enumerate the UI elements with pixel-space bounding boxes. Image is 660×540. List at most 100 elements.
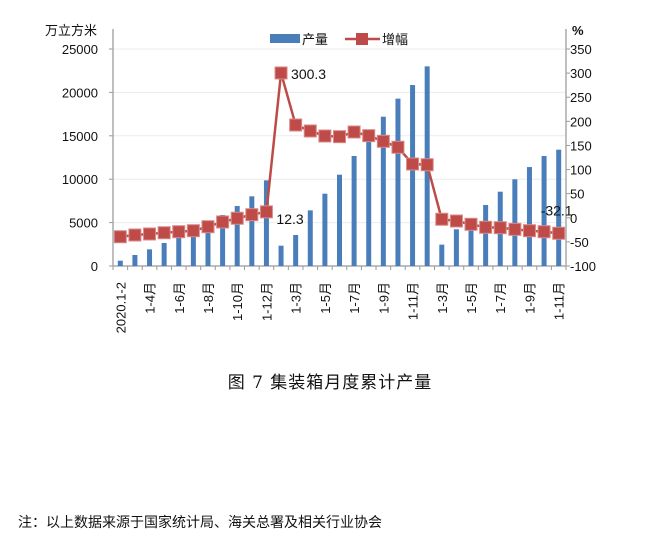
legend-label: 增幅 bbox=[382, 32, 408, 47]
bar bbox=[380, 116, 386, 266]
legend-swatch-marker bbox=[356, 33, 368, 45]
bar bbox=[132, 254, 138, 266]
source-note: 注：以上数据来源于国家统计局、海关总署及相关行业协会 bbox=[18, 515, 382, 531]
bar bbox=[556, 149, 562, 266]
growth-marker bbox=[274, 66, 288, 80]
x-tick-label: 1-3月 bbox=[435, 282, 450, 314]
bar bbox=[512, 179, 518, 266]
x-tick-label: 1-11月 bbox=[406, 282, 421, 320]
legend-swatch-bar bbox=[270, 34, 300, 43]
bar bbox=[147, 249, 153, 266]
left-tick-label: 15000 bbox=[62, 129, 98, 144]
x-tick-label: 2020.1-2 bbox=[113, 282, 128, 333]
bar bbox=[190, 231, 196, 266]
data-label: -32.1 bbox=[541, 202, 573, 218]
growth-marker bbox=[318, 129, 332, 143]
right-axis-unit: % bbox=[572, 23, 584, 38]
right-tick-label: 100 bbox=[570, 163, 592, 178]
x-tick-label: 1-7月 bbox=[347, 282, 362, 314]
figure-caption: 图 7 集装箱月度累计产量 bbox=[227, 373, 433, 393]
bar bbox=[526, 167, 532, 266]
bar bbox=[410, 85, 416, 266]
bar bbox=[483, 204, 489, 266]
growth-marker bbox=[522, 224, 536, 238]
growth-marker bbox=[259, 205, 273, 219]
growth-marker bbox=[347, 125, 361, 139]
bar bbox=[220, 214, 226, 266]
x-tick-label: 1-5月 bbox=[318, 282, 333, 314]
left-tick-label: 0 bbox=[91, 259, 98, 274]
growth-marker bbox=[230, 211, 244, 225]
bar bbox=[161, 242, 167, 266]
data-label: 12.3 bbox=[276, 211, 303, 227]
growth-marker bbox=[479, 220, 493, 234]
bar bbox=[307, 210, 313, 266]
bar bbox=[322, 193, 328, 266]
growth-marker bbox=[464, 217, 478, 231]
x-tick-label: 1-11月 bbox=[552, 282, 567, 320]
bar bbox=[263, 180, 269, 266]
growth-marker bbox=[493, 221, 507, 235]
growth-marker bbox=[449, 214, 463, 228]
x-tick-label: 1-10月 bbox=[230, 282, 245, 321]
right-tick-label: 200 bbox=[570, 114, 592, 129]
x-tick-label: 1-7月 bbox=[493, 282, 508, 314]
right-tick-label: -100 bbox=[570, 259, 596, 274]
left-axis-unit: 万立方米 bbox=[45, 23, 97, 38]
bar bbox=[293, 235, 299, 266]
bar bbox=[249, 196, 255, 266]
x-tick-label: 1-5月 bbox=[464, 282, 479, 314]
bar bbox=[468, 218, 474, 266]
growth-marker bbox=[172, 225, 186, 239]
x-tick-label: 1-4月 bbox=[143, 282, 158, 314]
growth-marker bbox=[406, 157, 420, 171]
x-tick-label: 1-3月 bbox=[289, 282, 304, 314]
growth-marker bbox=[157, 226, 171, 240]
growth-marker bbox=[537, 225, 551, 239]
growth-marker bbox=[113, 230, 127, 244]
x-tick-label: 1-9月 bbox=[376, 282, 391, 314]
growth-marker bbox=[128, 228, 142, 242]
right-tick-label: -50 bbox=[570, 235, 589, 250]
right-tick-label: 350 bbox=[570, 42, 592, 57]
left-tick-label: 20000 bbox=[62, 85, 98, 100]
x-tick-label: 1-6月 bbox=[172, 282, 187, 314]
growth-marker bbox=[508, 222, 522, 236]
growth-marker bbox=[289, 118, 303, 132]
bar bbox=[395, 98, 401, 266]
bar bbox=[337, 174, 342, 266]
bar bbox=[366, 138, 372, 266]
growth-marker bbox=[391, 140, 405, 154]
growth-marker bbox=[420, 158, 434, 172]
right-tick-label: 300 bbox=[570, 66, 592, 81]
growth-marker bbox=[303, 124, 317, 138]
bar bbox=[205, 229, 211, 266]
x-tick-label: 1-12月 bbox=[259, 282, 274, 321]
left-tick-label: 10000 bbox=[62, 172, 98, 187]
growth-marker bbox=[435, 212, 449, 226]
bar bbox=[541, 156, 547, 266]
bar bbox=[439, 244, 445, 266]
growth-marker bbox=[552, 226, 566, 240]
right-tick-label: 50 bbox=[570, 187, 584, 202]
bar bbox=[176, 236, 182, 266]
growth-marker bbox=[362, 129, 376, 143]
growth-marker bbox=[216, 215, 230, 229]
left-tick-label: 25000 bbox=[62, 42, 98, 57]
growth-marker bbox=[201, 220, 215, 234]
data-label: 300.3 bbox=[291, 66, 326, 82]
left-tick-label: 5000 bbox=[69, 216, 98, 231]
growth-marker bbox=[186, 224, 200, 238]
combo-chart: 0 5000 10000 15000 20000 25000 -100 -50 0 50 100 15… bbox=[45, 23, 596, 333]
right-tick-label: 250 bbox=[570, 90, 592, 105]
bar bbox=[117, 260, 123, 266]
bar bbox=[453, 229, 459, 266]
bar bbox=[351, 156, 357, 266]
growth-marker bbox=[376, 134, 390, 148]
x-tick-label: 1-9月 bbox=[522, 282, 537, 314]
right-tick-label: 150 bbox=[570, 138, 592, 153]
right-tick-label: 0 bbox=[570, 211, 577, 226]
x-tick-label: 1-8月 bbox=[201, 282, 216, 314]
bar bbox=[234, 206, 240, 266]
